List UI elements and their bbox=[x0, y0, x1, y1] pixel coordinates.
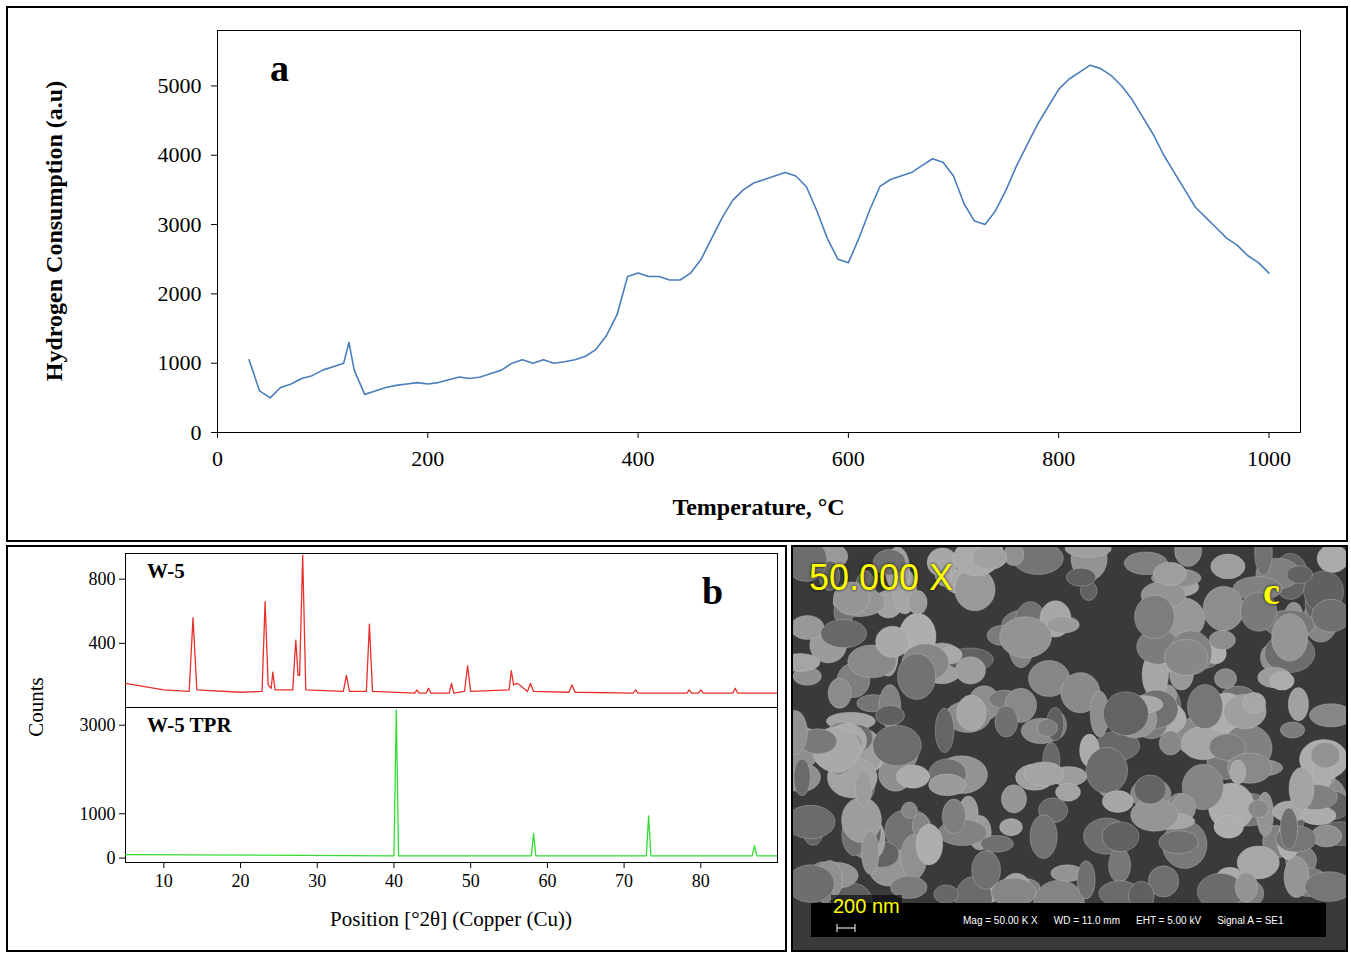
html-text:50.000 X: 50.000 X bbox=[809, 557, 954, 598]
html-text:Counts: Counts bbox=[23, 677, 48, 737]
svg-text:2000: 2000 bbox=[158, 281, 202, 306]
svg-text:50: 50 bbox=[462, 871, 480, 891]
html-text:W-5: W-5 bbox=[147, 559, 185, 583]
svg-text:20: 20 bbox=[232, 871, 250, 891]
svg-text:600: 600 bbox=[832, 446, 865, 471]
html-text:c: c bbox=[1263, 570, 1280, 612]
svg-text:5000: 5000 bbox=[158, 73, 202, 98]
html-text:b: b bbox=[702, 570, 724, 612]
svg-text:0: 0 bbox=[191, 420, 202, 445]
svg-text:0: 0 bbox=[107, 848, 116, 868]
html-text:Hydrogen Consumption (a.u): Hydrogen Consumption (a.u) bbox=[40, 80, 67, 382]
html-text:a: a bbox=[270, 47, 289, 89]
html-text:200 nm: 200 nm bbox=[833, 895, 900, 917]
svg-text:1000: 1000 bbox=[80, 804, 116, 824]
html-text:EHT = 5.00 kV: EHT = 5.00 kV bbox=[1136, 915, 1202, 926]
svg-text:800: 800 bbox=[1042, 446, 1075, 471]
html-text:Mag = 50.00 K X: Mag = 50.00 K X bbox=[963, 915, 1038, 926]
svg-text:70: 70 bbox=[615, 871, 633, 891]
svg-text:80: 80 bbox=[692, 871, 710, 891]
svg-text:3000: 3000 bbox=[80, 715, 116, 735]
svg-text:60: 60 bbox=[538, 871, 556, 891]
svg-text:1000: 1000 bbox=[1247, 446, 1291, 471]
svg-text:4000: 4000 bbox=[158, 142, 202, 167]
svg-text:1000: 1000 bbox=[158, 350, 202, 375]
svg-text:10: 10 bbox=[155, 871, 173, 891]
svg-text:400: 400 bbox=[622, 446, 655, 471]
svg-text:800: 800 bbox=[89, 569, 116, 589]
html-text:WD = 11.0 mm: WD = 11.0 mm bbox=[1053, 915, 1120, 926]
svg-text:40: 40 bbox=[385, 871, 403, 891]
html-text:Position [°2θ] (Copper (Cu)): Position [°2θ] (Copper (Cu)) bbox=[330, 907, 572, 931]
html-text:Temperature, °C: Temperature, °C bbox=[672, 494, 845, 520]
svg-text:200: 200 bbox=[411, 446, 444, 471]
svg-text:0: 0 bbox=[212, 446, 223, 471]
html-text:W-5 TPR: W-5 TPR bbox=[147, 713, 232, 737]
svg-text:3000: 3000 bbox=[158, 212, 202, 237]
html-text:Signal A = SE1: Signal A = SE1 bbox=[1217, 915, 1284, 926]
svg-text:400: 400 bbox=[89, 633, 116, 653]
svg-text:30: 30 bbox=[308, 871, 326, 891]
